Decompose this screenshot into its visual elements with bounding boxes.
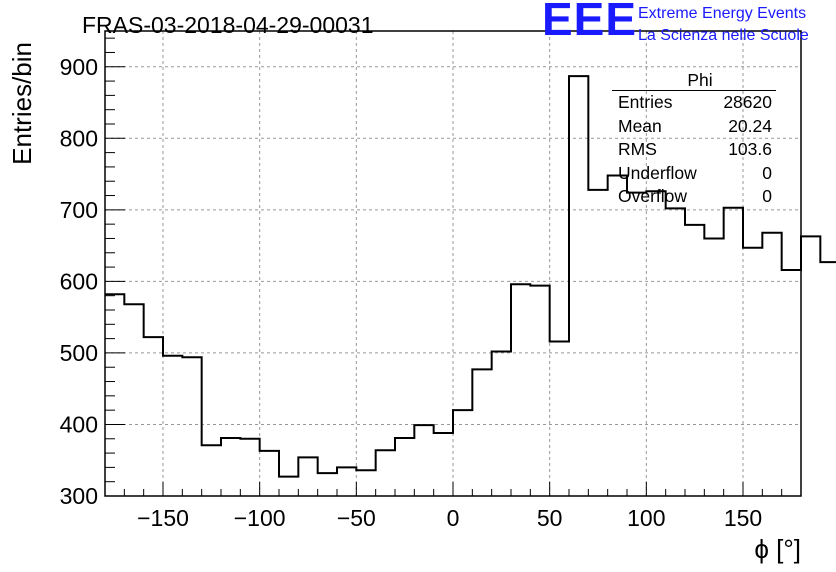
histogram-bin [762,232,781,234]
histogram-bin [453,409,472,411]
histogram-bin [801,235,820,237]
y-tick-label: 900 [60,54,98,80]
histogram-bin [782,269,801,271]
histogram-bin [221,437,240,439]
histogram-bin [337,466,356,468]
histogram-bin [376,449,395,451]
stats-value: 0 [762,162,772,183]
stats-label: Overflow [618,186,688,206]
histogram-bin [105,293,124,295]
histogram-bin [704,237,723,239]
histogram-bin [202,444,221,446]
x-tick-label: 50 [537,505,563,531]
stats-row-rms: RMS 103.6 [612,138,776,162]
histogram-bin [298,456,317,458]
histogram-bin [240,438,259,440]
histogram-bin [124,303,143,305]
histogram-bin [820,261,836,263]
histogram-line [105,75,836,478]
x-tick-label: −150 [137,505,189,531]
histogram-bin [395,437,414,439]
logo-line-1: Extreme Energy Events [638,5,807,22]
histogram-bin [356,469,375,471]
axis-tick-labels: −150 −100 −50 0 50 100 150 300 400 500 600 700 800 90… [60,54,763,531]
stats-label: Mean [618,115,662,136]
y-tick-label: 500 [60,340,98,366]
y-tick-label: 300 [60,483,98,509]
stats-label: Entries [618,92,673,112]
histogram-bin [685,224,704,226]
stats-row-entries: Entries 28620 [612,91,776,115]
stats-value: 103.6 [728,139,772,159]
histogram-bin [530,285,549,287]
x-axis-label: ϕ [°] [754,534,801,564]
axis-ticks [104,37,802,497]
y-tick-label: 600 [60,268,98,294]
stats-value: 0 [762,186,772,206]
histogram-bin [550,340,569,342]
histogram-bin [588,189,607,191]
histogram-bin [279,476,298,478]
histogram-bin [569,75,588,77]
histogram-bin [163,355,182,357]
y-tick-label: 700 [60,197,98,223]
histogram-bin [260,450,279,452]
histogram-bin [414,424,433,426]
histogram-bin [434,432,453,434]
histogram-bin [511,283,530,285]
x-tick-label: 100 [627,505,665,531]
logo-line-2: La Scienza nelle Scuole [638,27,809,44]
x-tick-label: −100 [234,505,286,531]
x-tick-label: 150 [724,505,762,531]
stats-row-underflow: Underflow 0 [612,162,776,186]
histogram-bin [182,356,201,358]
stats-label: RMS [618,139,657,159]
stats-value: 28620 [723,92,772,112]
stats-label: Underflow [618,162,697,183]
y-tick-label: 800 [60,125,98,151]
stats-row-mean: Mean 20.24 [612,115,776,139]
histogram-bin [492,350,511,352]
stats-value: 20.24 [728,115,772,136]
histogram-bin [144,336,163,338]
x-tick-label: −50 [337,505,376,531]
histogram-bin [743,247,762,249]
x-tick-label: 0 [447,505,460,531]
stats-box: Phi Entries 28620 Mean 20.24 RMS 103.6 U… [612,70,776,209]
chart-title: FRAS-03-2018-04-29-00031 [82,12,374,38]
stats-title: Phi [612,70,776,91]
stats-row-overflow: Overflow 0 [612,185,776,209]
histogram-bins [105,75,836,478]
y-tick-label: 400 [60,411,98,437]
y-axis-label: Entries/bin [7,42,37,165]
histogram-bin [318,472,337,474]
eee-logo-mark: EEE [542,0,638,45]
histogram-bin [472,368,491,370]
